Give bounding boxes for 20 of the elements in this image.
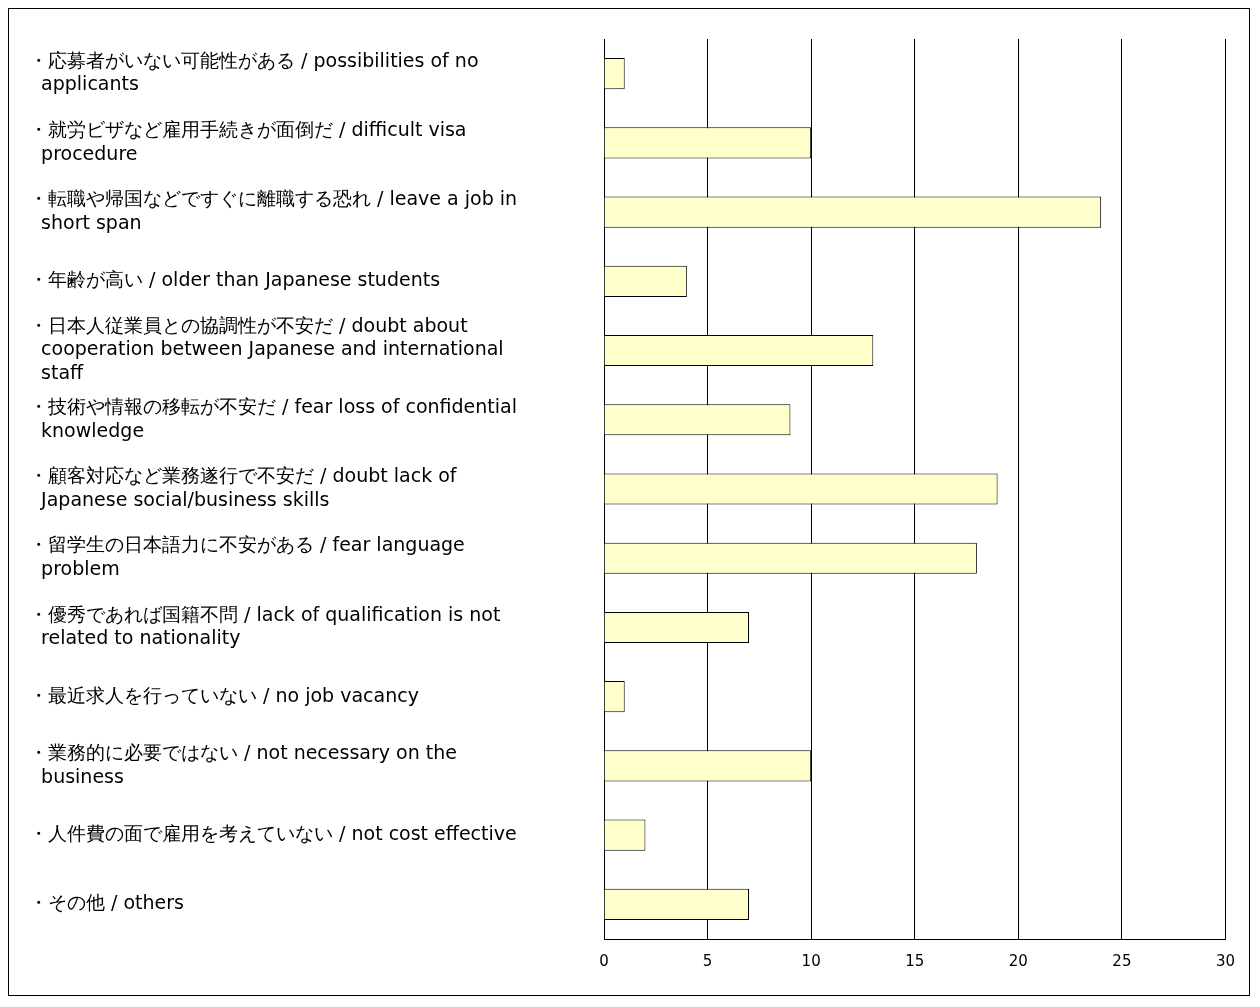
y-tick-label: ・留学生の日本語力に不安がある / fear language problem [29, 533, 465, 580]
y-tick-label: ・業務的に必要ではない / not necessary on the business [29, 740, 457, 787]
x-tick-label: 25 [1112, 951, 1132, 970]
x-tick-label: 10 [801, 951, 821, 970]
x-tick-label: 5 [702, 951, 713, 970]
x-tick-label: 0 [599, 951, 609, 970]
y-tick-label: ・年齢が高い / older than Japanese students [29, 268, 441, 291]
x-tick-label: 15 [905, 951, 925, 970]
y-tick-label: ・日本人従業員との協調性が不安だ / doubt about cooperation between Japanese and international staff [29, 313, 504, 384]
x-tick-label: 20 [1008, 951, 1028, 970]
x-tick-label: 30 [1215, 951, 1235, 970]
y-tick-label: ・顧客対応など業務遂行で不安だ / doubt lack of Japanese social/business skills [29, 464, 458, 510]
y-tick-label: ・人件費の面で雇用を考えていない / not cost effective [29, 822, 517, 845]
y-tick-label: ・その他 / others [29, 891, 184, 914]
y-tick-label: ・優秀であれば国籍不問 / lack of qualification is not related to nationality [29, 602, 501, 649]
y-tick-label: ・応募者がいない可能性がある / possibilities of no applicants [29, 48, 479, 95]
y-tick-label: ・就労ビザなど雇用手続きが面倒だ / difficult visa procedure [29, 117, 467, 164]
y-tick-label: ・技術や情報の移転が不安だ / fear loss of confidential knowledge [29, 394, 517, 441]
y-tick-label: ・転職や帰国などですぐに離職する恐れ / leave a job in short span [29, 187, 518, 233]
y-tick-label: ・最近求人を行っていない / no job vacancy [29, 683, 419, 706]
